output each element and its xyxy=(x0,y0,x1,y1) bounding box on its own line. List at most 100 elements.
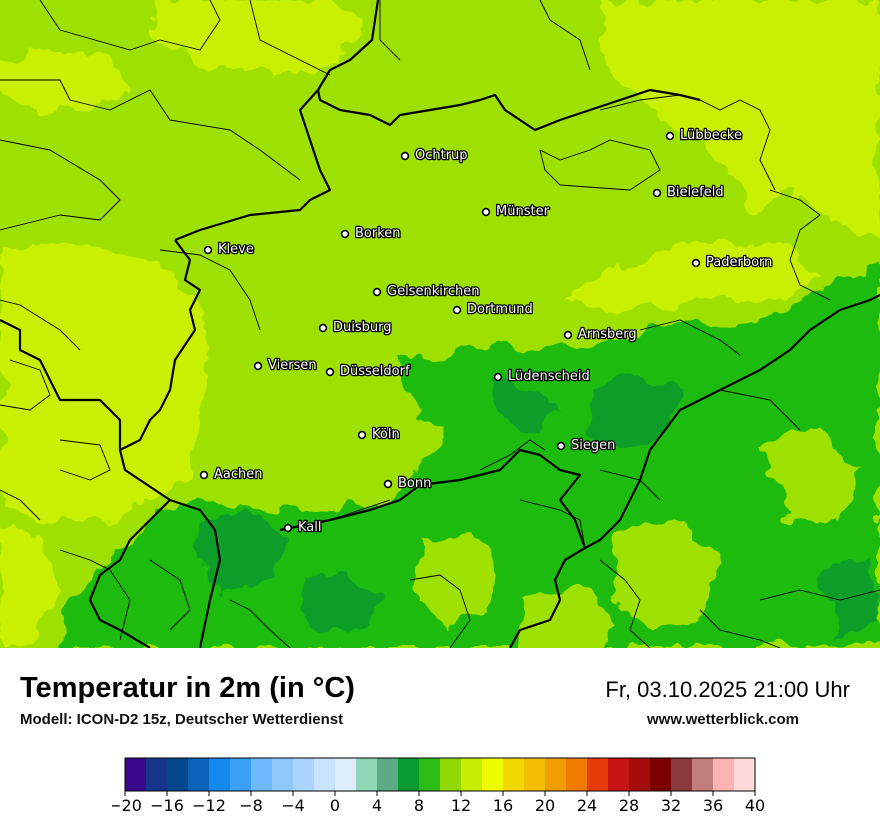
colorbar-swatch xyxy=(167,758,189,791)
border-be-de xyxy=(88,499,171,648)
temp-zone-valley-lahn xyxy=(610,520,720,630)
city-label: Kleve xyxy=(218,242,254,257)
colorbar-swatch xyxy=(209,758,231,791)
temp-zone-cold-rothaar xyxy=(590,370,680,450)
colorbar-tick-label: 8 xyxy=(414,796,424,815)
city-marker-borken: Borken xyxy=(340,225,402,242)
colorbar-swatch xyxy=(545,758,567,791)
city-marker-bonn: Bonn xyxy=(383,475,433,492)
colorbar-swatch xyxy=(377,758,399,791)
colorbar-swatch xyxy=(356,758,378,791)
colorbar-frame xyxy=(124,757,756,792)
city-marker-ochtrup: Ochtrup xyxy=(400,147,469,164)
city-label: Borken xyxy=(355,226,401,241)
city-label: Viersen xyxy=(268,358,317,373)
city-marker-duisburg: Duisburg xyxy=(318,319,393,336)
city-label: Dortmund xyxy=(467,302,533,317)
colorbar-tick-label: 0 xyxy=(330,796,340,815)
city-label: Bonn xyxy=(398,476,431,491)
city-marker-arnsberg: Arnsberg xyxy=(563,326,638,343)
colorbar-swatch xyxy=(272,758,294,791)
border-nrw-north xyxy=(316,0,701,132)
colorbar-swatch xyxy=(461,758,483,791)
colorbar-swatch xyxy=(566,758,588,791)
colorbar-swatch xyxy=(293,758,315,791)
colorbar-tick-label: 28 xyxy=(619,796,639,815)
border-nrw-hesse xyxy=(584,294,880,549)
colorbar-tick-label: −8 xyxy=(239,796,263,815)
city-label: Kall xyxy=(298,520,322,535)
temp-zone-valley-east xyxy=(760,430,860,520)
city-marker-luedenscheid: Lüdenscheid xyxy=(493,368,591,385)
temperature-colorbar: −20 −16 −12 −8 −4 0 4 8 12 16 20 24 28 32 36 40 xyxy=(112,757,765,815)
temp-zone-warm-northeast xyxy=(600,0,880,240)
colorbar-swatches xyxy=(124,757,756,792)
colorbar-tick-label: −16 xyxy=(150,796,184,815)
colorbar-ticks: −20 −16 −12 −8 −4 0 4 8 12 16 20 24 28 32 36 40 xyxy=(112,791,765,815)
colorbar-tick-label: 12 xyxy=(451,796,471,815)
forecast-datetime: Fr, 03.10.2025 21:00 Uhr xyxy=(605,677,850,702)
city-marker-kleve: Kleve xyxy=(203,241,255,258)
city-marker-siegen: Siegen xyxy=(556,437,617,454)
colorbar-tick-label: 24 xyxy=(577,796,597,815)
city-marker-aachen: Aachen xyxy=(199,466,264,483)
city-label: Duisburg xyxy=(333,320,392,335)
city-label: Gelsenkirchen xyxy=(387,284,480,299)
colorbar-swatch xyxy=(608,758,630,791)
city-marker-luebbecke: Lübbecke xyxy=(665,127,743,144)
temp-zone-warm-southwest xyxy=(0,530,60,648)
border-nl-de xyxy=(118,239,222,648)
city-marker-koeln: Köln xyxy=(357,426,401,443)
colorbar-tick-label: 40 xyxy=(745,796,765,815)
colorbar-swatch xyxy=(524,758,546,791)
colorbar-swatch xyxy=(440,758,462,791)
city-marker-duesseldorf: Düsseldorf xyxy=(325,363,411,380)
city-label: Köln xyxy=(372,427,400,442)
colorbar-swatch xyxy=(629,758,651,791)
temp-zone-cold-sauerland xyxy=(490,380,560,430)
colorbar-swatch xyxy=(482,758,504,791)
temp-zone-warm-north xyxy=(150,0,360,80)
temp-zone-cold-east xyxy=(820,560,880,640)
colorbar-swatch xyxy=(419,758,441,791)
city-label: Ochtrup xyxy=(415,148,468,163)
colorbar-tick-label: 36 xyxy=(703,796,723,815)
city-marker-viersen: Viersen xyxy=(253,357,318,374)
city-label: Münster xyxy=(496,204,550,219)
city-marker-dortmund: Dortmund xyxy=(452,301,534,318)
city-label: Lüdenscheid xyxy=(508,369,590,384)
temp-zone-valley-south xyxy=(520,590,620,648)
border-be-nl xyxy=(0,319,122,450)
colorbar-swatch xyxy=(650,758,672,791)
colorbar-swatch xyxy=(146,758,168,791)
city-label: Arnsberg xyxy=(578,327,637,342)
city-marker-bielefeld: Bielefeld xyxy=(652,184,725,201)
city-label: Paderborn xyxy=(706,255,772,270)
colorbar-swatch xyxy=(587,758,609,791)
colorbar-tick-label: 20 xyxy=(535,796,555,815)
city-marker-gelsenkirchen: Gelsenkirchen xyxy=(372,283,481,300)
district-borders xyxy=(0,0,880,648)
temp-zone-warm-northwest xyxy=(0,50,130,110)
city-label: Aachen xyxy=(214,467,262,482)
city-label: Düsseldorf xyxy=(340,364,410,379)
city-marker-paderborn: Paderborn xyxy=(691,254,774,271)
temp-zone-warm-west xyxy=(0,240,210,520)
city-label: Siegen xyxy=(571,438,615,453)
border-nrw-rp xyxy=(279,448,587,648)
temp-field-zones xyxy=(0,0,880,648)
colorbar-tick-label: −20 xyxy=(112,796,142,815)
colorbar-tick-label: 4 xyxy=(372,796,382,815)
city-label: Bielefeld xyxy=(667,185,724,200)
city-marker-muenster: Münster xyxy=(481,203,551,220)
temperature-map: Lübbecke Ochtrup Bielefeld Münster Borke… xyxy=(0,0,880,648)
colorbar-swatch xyxy=(671,758,693,791)
colorbar-swatch xyxy=(188,758,210,791)
colorbar-tick-label: 32 xyxy=(661,796,681,815)
colorbar-swatch xyxy=(125,758,147,791)
colorbar-swatch xyxy=(314,758,336,791)
colorbar-swatch xyxy=(503,758,525,791)
colorbar-swatch xyxy=(692,758,714,791)
temp-zone-warm-paderborn xyxy=(560,240,820,310)
city-markers: Lübbecke Ochtrup Bielefeld Münster Borke… xyxy=(199,127,774,536)
